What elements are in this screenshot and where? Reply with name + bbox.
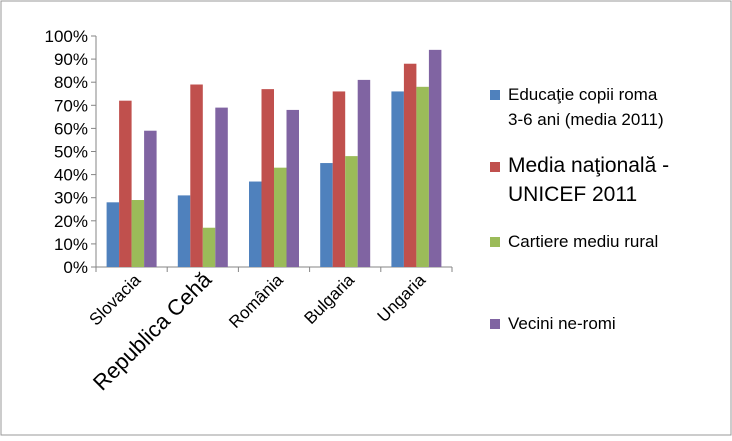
bar — [190, 84, 203, 267]
bar — [202, 227, 216, 267]
bar — [345, 156, 358, 267]
legend-label: Cartiere mediu rural — [508, 232, 658, 251]
y-tick-label: 0% — [63, 258, 88, 277]
bar — [131, 200, 145, 267]
legend-label: 3-6 ani (media 2011) — [508, 110, 664, 129]
bar-layer — [106, 49, 442, 268]
bar — [357, 79, 371, 267]
legend-swatch — [490, 237, 500, 247]
y-tick-label: 10% — [54, 235, 88, 254]
y-tick-label: 70% — [54, 96, 88, 115]
y-tick-label: 90% — [54, 50, 88, 69]
legend-swatch — [490, 90, 500, 100]
bar — [332, 91, 346, 267]
legend-label: UNICEF 2011 — [508, 183, 637, 206]
bar — [403, 63, 417, 267]
y-tick-label: 30% — [54, 189, 88, 208]
y-tick-label: 60% — [54, 119, 88, 138]
y-tick-label: 20% — [54, 212, 88, 231]
legend-label: Vecini ne-romi — [508, 314, 616, 333]
legend-swatch — [490, 162, 500, 172]
legend-label: Educaţie copii roma — [508, 85, 658, 104]
bar — [261, 89, 274, 267]
bar — [416, 86, 429, 267]
bar — [215, 107, 228, 267]
bar — [249, 181, 262, 267]
y-tick-label: 80% — [54, 73, 88, 92]
bar — [106, 202, 120, 267]
bar — [119, 100, 132, 268]
bar — [274, 167, 287, 267]
legend-swatch — [490, 319, 500, 329]
bar — [144, 130, 157, 267]
y-tick-label: 40% — [54, 166, 88, 185]
bar — [320, 163, 333, 267]
y-tick-label: 100% — [45, 27, 88, 46]
bar — [391, 91, 404, 267]
bar — [286, 109, 299, 267]
y-tick-label: 50% — [54, 143, 88, 162]
legend: Educaţie copii roma 3-6 ani (media 2011) M… — [490, 85, 669, 333]
bar — [428, 49, 442, 267]
bar — [177, 195, 191, 267]
legend-label: Media naţională - — [508, 154, 669, 177]
